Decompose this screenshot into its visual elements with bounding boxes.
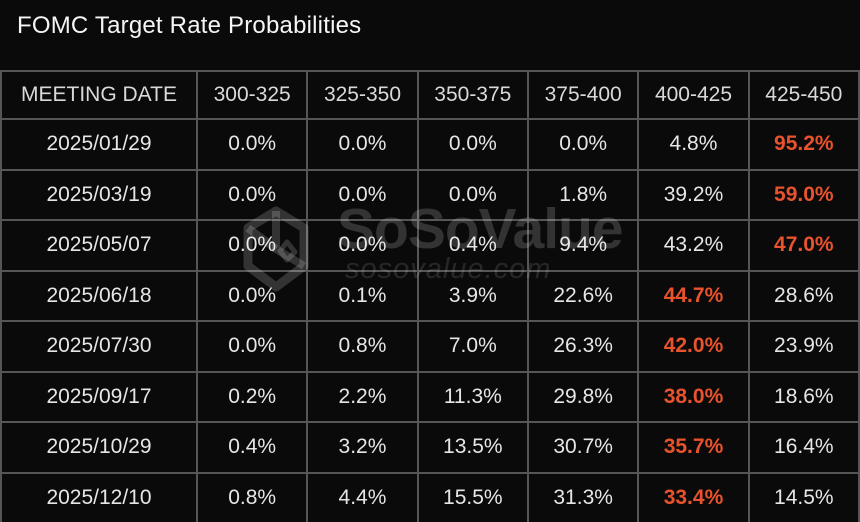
probability-cell: 3.2% <box>306 421 419 474</box>
probability-cell: 16.4% <box>747 421 860 474</box>
table-row: 2025/10/29 0.4% 3.2% 13.5% 30.7% 35.7% 16.4% <box>0 421 860 474</box>
probability-cell: 26.3% <box>526 320 640 373</box>
probability-cell: 9.4% <box>526 219 640 272</box>
probability-cell: 15.5% <box>416 471 529 522</box>
probability-cell: 0.1% <box>306 269 419 322</box>
rate-range-column-header: 425-450 <box>747 70 860 120</box>
meeting-date-column-header: MEETING DATE <box>0 70 198 120</box>
probability-cell: 31.3% <box>526 471 640 522</box>
table-row: 2025/06/18 0.0% 0.1% 3.9% 22.6% 44.7% 28.6% <box>0 269 860 322</box>
probability-cell: 18.6% <box>747 370 860 423</box>
probability-cell: 4.8% <box>637 118 750 171</box>
probability-cell: 39.2% <box>637 168 750 221</box>
probability-cell: 22.6% <box>526 269 640 322</box>
rate-range-column-header: 300-325 <box>195 70 309 120</box>
probability-cell: 7.0% <box>416 320 529 373</box>
probability-cell: 14.5% <box>747 471 860 522</box>
meeting-date-cell: 2025/01/29 <box>0 118 198 171</box>
meeting-date-cell: 2025/03/19 <box>0 168 198 221</box>
probability-cell: 0.2% <box>195 370 309 423</box>
probability-cell: 2.2% <box>306 370 419 423</box>
title-bar: FOMC Target Rate Probabilities <box>0 0 860 70</box>
table-row: 2025/01/29 0.0% 0.0% 0.0% 0.0% 4.8% 95.2% <box>0 118 860 171</box>
meeting-date-cell: 2025/06/18 <box>0 269 198 322</box>
meeting-date-cell: 2025/09/17 <box>0 370 198 423</box>
probability-cell: 28.6% <box>747 269 860 322</box>
probability-cell-highlighted: 33.4% <box>637 471 750 522</box>
probability-cell: 1.8% <box>526 168 640 221</box>
probability-cell: 4.4% <box>306 471 419 522</box>
probability-cell: 0.4% <box>416 219 529 272</box>
probabilities-table: MEETING DATE 300-325 325-350 350-375 375-400… <box>0 70 860 522</box>
probability-cell-highlighted: 38.0% <box>637 370 750 423</box>
probability-cell: 3.9% <box>416 269 529 322</box>
probability-cell: 43.2% <box>637 219 750 272</box>
probability-cell-highlighted: 95.2% <box>747 118 860 171</box>
probability-cell-highlighted: 42.0% <box>637 320 750 373</box>
table-row: 2025/09/17 0.2% 2.2% 11.3% 29.8% 38.0% 18.6% <box>0 370 860 423</box>
meeting-date-cell: 2025/10/29 <box>0 421 198 474</box>
meeting-date-cell: 2025/07/30 <box>0 320 198 373</box>
probability-cell: 0.0% <box>195 118 309 171</box>
probability-cell: 0.8% <box>306 320 419 373</box>
rate-range-column-header: 400-425 <box>637 70 750 120</box>
table-row: 2025/05/07 0.0% 0.0% 0.4% 9.4% 43.2% 47.0% <box>0 219 860 272</box>
meeting-date-cell: 2025/12/10 <box>0 471 198 522</box>
probability-cell: 0.4% <box>195 421 309 474</box>
probability-cell: 0.0% <box>306 219 419 272</box>
probability-cell: 11.3% <box>416 370 529 423</box>
probability-cell: 0.0% <box>195 269 309 322</box>
meeting-date-cell: 2025/05/07 <box>0 219 198 272</box>
table-body: 2025/01/29 0.0% 0.0% 0.0% 0.0% 4.8% 95.2% 2025/… <box>0 118 860 522</box>
probability-cell: 13.5% <box>416 421 529 474</box>
rate-range-column-header: 375-400 <box>526 70 640 120</box>
table-row: 2025/12/10 0.8% 4.4% 15.5% 31.3% 33.4% 14.5% <box>0 471 860 522</box>
probability-cell-highlighted: 59.0% <box>747 168 860 221</box>
probability-cell: 0.0% <box>195 168 309 221</box>
rate-range-column-header: 325-350 <box>306 70 419 120</box>
page-title: FOMC Target Rate Probabilities <box>17 12 362 39</box>
table-header: MEETING DATE 300-325 325-350 350-375 375-400… <box>0 70 860 120</box>
rate-range-column-header: 350-375 <box>416 70 529 120</box>
probability-cell: 0.0% <box>195 219 309 272</box>
probability-cell: 0.0% <box>416 118 529 171</box>
probability-cell: 23.9% <box>747 320 860 373</box>
probability-cell: 0.0% <box>526 118 640 171</box>
probability-cell-highlighted: 35.7% <box>637 421 750 474</box>
table-row: 2025/07/30 0.0% 0.8% 7.0% 26.3% 42.0% 23.9% <box>0 320 860 373</box>
probability-cell: 29.8% <box>526 370 640 423</box>
probability-cell: 0.8% <box>195 471 309 522</box>
probability-cell: 0.0% <box>195 320 309 373</box>
table-row: 2025/03/19 0.0% 0.0% 0.0% 1.8% 39.2% 59.0% <box>0 168 860 221</box>
header-row: MEETING DATE 300-325 325-350 350-375 375-400… <box>0 70 860 120</box>
probability-cell: 0.0% <box>416 168 529 221</box>
probability-cell-highlighted: 47.0% <box>747 219 860 272</box>
probability-cell: 30.7% <box>526 421 640 474</box>
probability-cell-highlighted: 44.7% <box>637 269 750 322</box>
probability-cell: 0.0% <box>306 118 419 171</box>
probability-cell: 0.0% <box>306 168 419 221</box>
